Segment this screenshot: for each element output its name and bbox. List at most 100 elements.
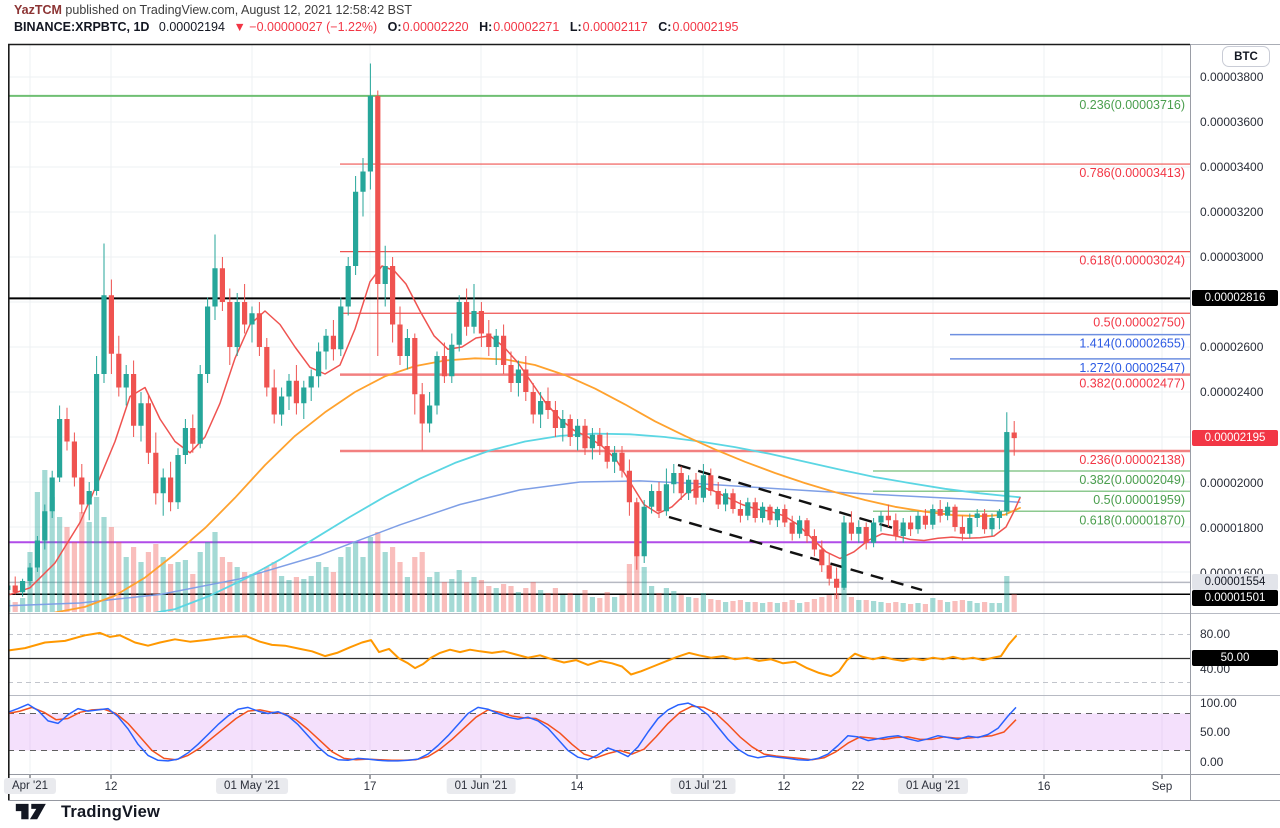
candle-up <box>449 344 455 377</box>
candle-up <box>197 374 203 444</box>
volume-bar <box>412 557 418 612</box>
volume-bar <box>989 603 995 612</box>
volume-bar <box>293 577 299 612</box>
candle-down <box>108 295 114 354</box>
volume-bar <box>760 603 766 612</box>
price-axis-label: 0.00 <box>1200 755 1224 769</box>
price-axis[interactable]: 0.00003800 0.00003600 0.00003400 0.00003200… <box>1190 0 1280 828</box>
candle-down <box>1011 432 1017 439</box>
volume-bar <box>641 567 647 612</box>
volume-bar <box>560 595 566 612</box>
candle-down <box>626 470 632 503</box>
volume-bar <box>848 597 854 612</box>
candle-down <box>419 394 425 424</box>
time-axis[interactable]: Apr '21 12 01 May '21 17 01 Jun '21 14 01 Jul … <box>0 775 1280 800</box>
volume-bar <box>219 557 225 612</box>
candle-up <box>94 374 100 491</box>
volume-bar <box>123 557 129 612</box>
candle-down <box>752 502 758 518</box>
volume-bar <box>863 600 869 612</box>
candle-down <box>219 268 225 302</box>
volume-bar <box>515 592 521 612</box>
volume-bar <box>375 532 381 612</box>
volume-bar <box>486 586 492 612</box>
candle-up <box>308 376 314 388</box>
volume-bar <box>94 497 100 612</box>
volume-bar <box>959 600 965 612</box>
volume-bar <box>1004 576 1010 612</box>
volume-bar <box>182 560 188 612</box>
fib-level-label: 0.382(0.00002477) <box>1079 377 1185 391</box>
ma-slow-cyan <box>153 432 1021 612</box>
price-axis-label: 100.00 <box>1200 696 1237 710</box>
fib-level-label: 1.272(0.00002547) <box>1079 361 1185 375</box>
price-axis-label: 0.00002000 <box>1200 476 1264 490</box>
candle-up <box>774 509 780 521</box>
wedge-upper[interactable] <box>677 463 901 532</box>
candle-down <box>168 477 174 503</box>
tradingview-logo[interactable]: TradingView <box>14 801 160 823</box>
candle-down <box>375 95 381 285</box>
volume-bar <box>242 572 248 612</box>
candle-down <box>12 585 18 593</box>
volume-bar <box>427 577 433 612</box>
candle-up <box>427 405 433 424</box>
volume-bar <box>49 497 55 612</box>
volume-bar <box>175 562 181 612</box>
volume-bar <box>367 537 373 612</box>
volume-bar <box>922 604 928 612</box>
volume-bar <box>819 597 825 612</box>
volume-bar <box>308 576 314 612</box>
candle-up <box>471 311 477 327</box>
candle-up <box>20 581 26 593</box>
price-axis-label: 0.00002600 <box>1200 340 1264 354</box>
currency-toggle-button[interactable]: BTC <box>1222 46 1270 67</box>
candle-up <box>182 428 188 455</box>
candle-up <box>205 306 211 374</box>
symbol-legend: BINANCE:XRPBTC, 1D 0.00002194 ▼ −0.00000… <box>14 19 739 35</box>
volume-bar <box>57 517 63 612</box>
candle-down <box>863 527 869 543</box>
candle-down <box>804 520 810 536</box>
price-axis-badge: 0.00002816 <box>1192 290 1278 306</box>
candle-down <box>271 387 277 415</box>
volume-bar <box>797 603 803 612</box>
volume-bar <box>952 601 958 612</box>
volume-bar <box>360 557 366 612</box>
price-axis-label: 80.00 <box>1200 627 1231 641</box>
candle-up <box>175 455 181 503</box>
symbol-title: BINANCE:XRPBTC, 1D <box>14 20 150 34</box>
time-axis-label: 17 <box>363 781 377 793</box>
volume-bar <box>116 542 122 612</box>
volume-bar <box>197 552 203 612</box>
candle-up <box>57 419 63 478</box>
candle-up <box>345 266 351 307</box>
ma-medium-orange <box>54 357 1021 612</box>
price-change: ▼ −0.00000027 (−1.22%) <box>233 20 378 34</box>
volume-bar <box>153 544 159 612</box>
high-label: H: <box>479 20 493 34</box>
candle-down <box>922 515 928 525</box>
volume-bar <box>834 593 840 612</box>
volume-bar <box>323 567 329 612</box>
volume-bar <box>397 562 403 612</box>
candle-down <box>412 338 418 395</box>
candle-up <box>42 511 48 541</box>
volume-bar <box>145 552 151 612</box>
volume-bar <box>138 562 144 612</box>
candle-down <box>885 515 891 521</box>
candle-down <box>552 410 558 428</box>
candle-down <box>715 491 721 505</box>
candle-up <box>671 473 677 485</box>
volume-bar <box>789 600 795 612</box>
volume-bar <box>856 600 862 612</box>
candle-down <box>441 356 447 377</box>
candle-up <box>249 313 255 325</box>
wedge-lower[interactable] <box>668 515 923 592</box>
time-axis-label: 12 <box>104 781 118 793</box>
volume-bar <box>619 595 625 612</box>
volume-bar <box>589 597 595 612</box>
candle-up <box>589 434 595 449</box>
volume-bar <box>737 600 743 612</box>
